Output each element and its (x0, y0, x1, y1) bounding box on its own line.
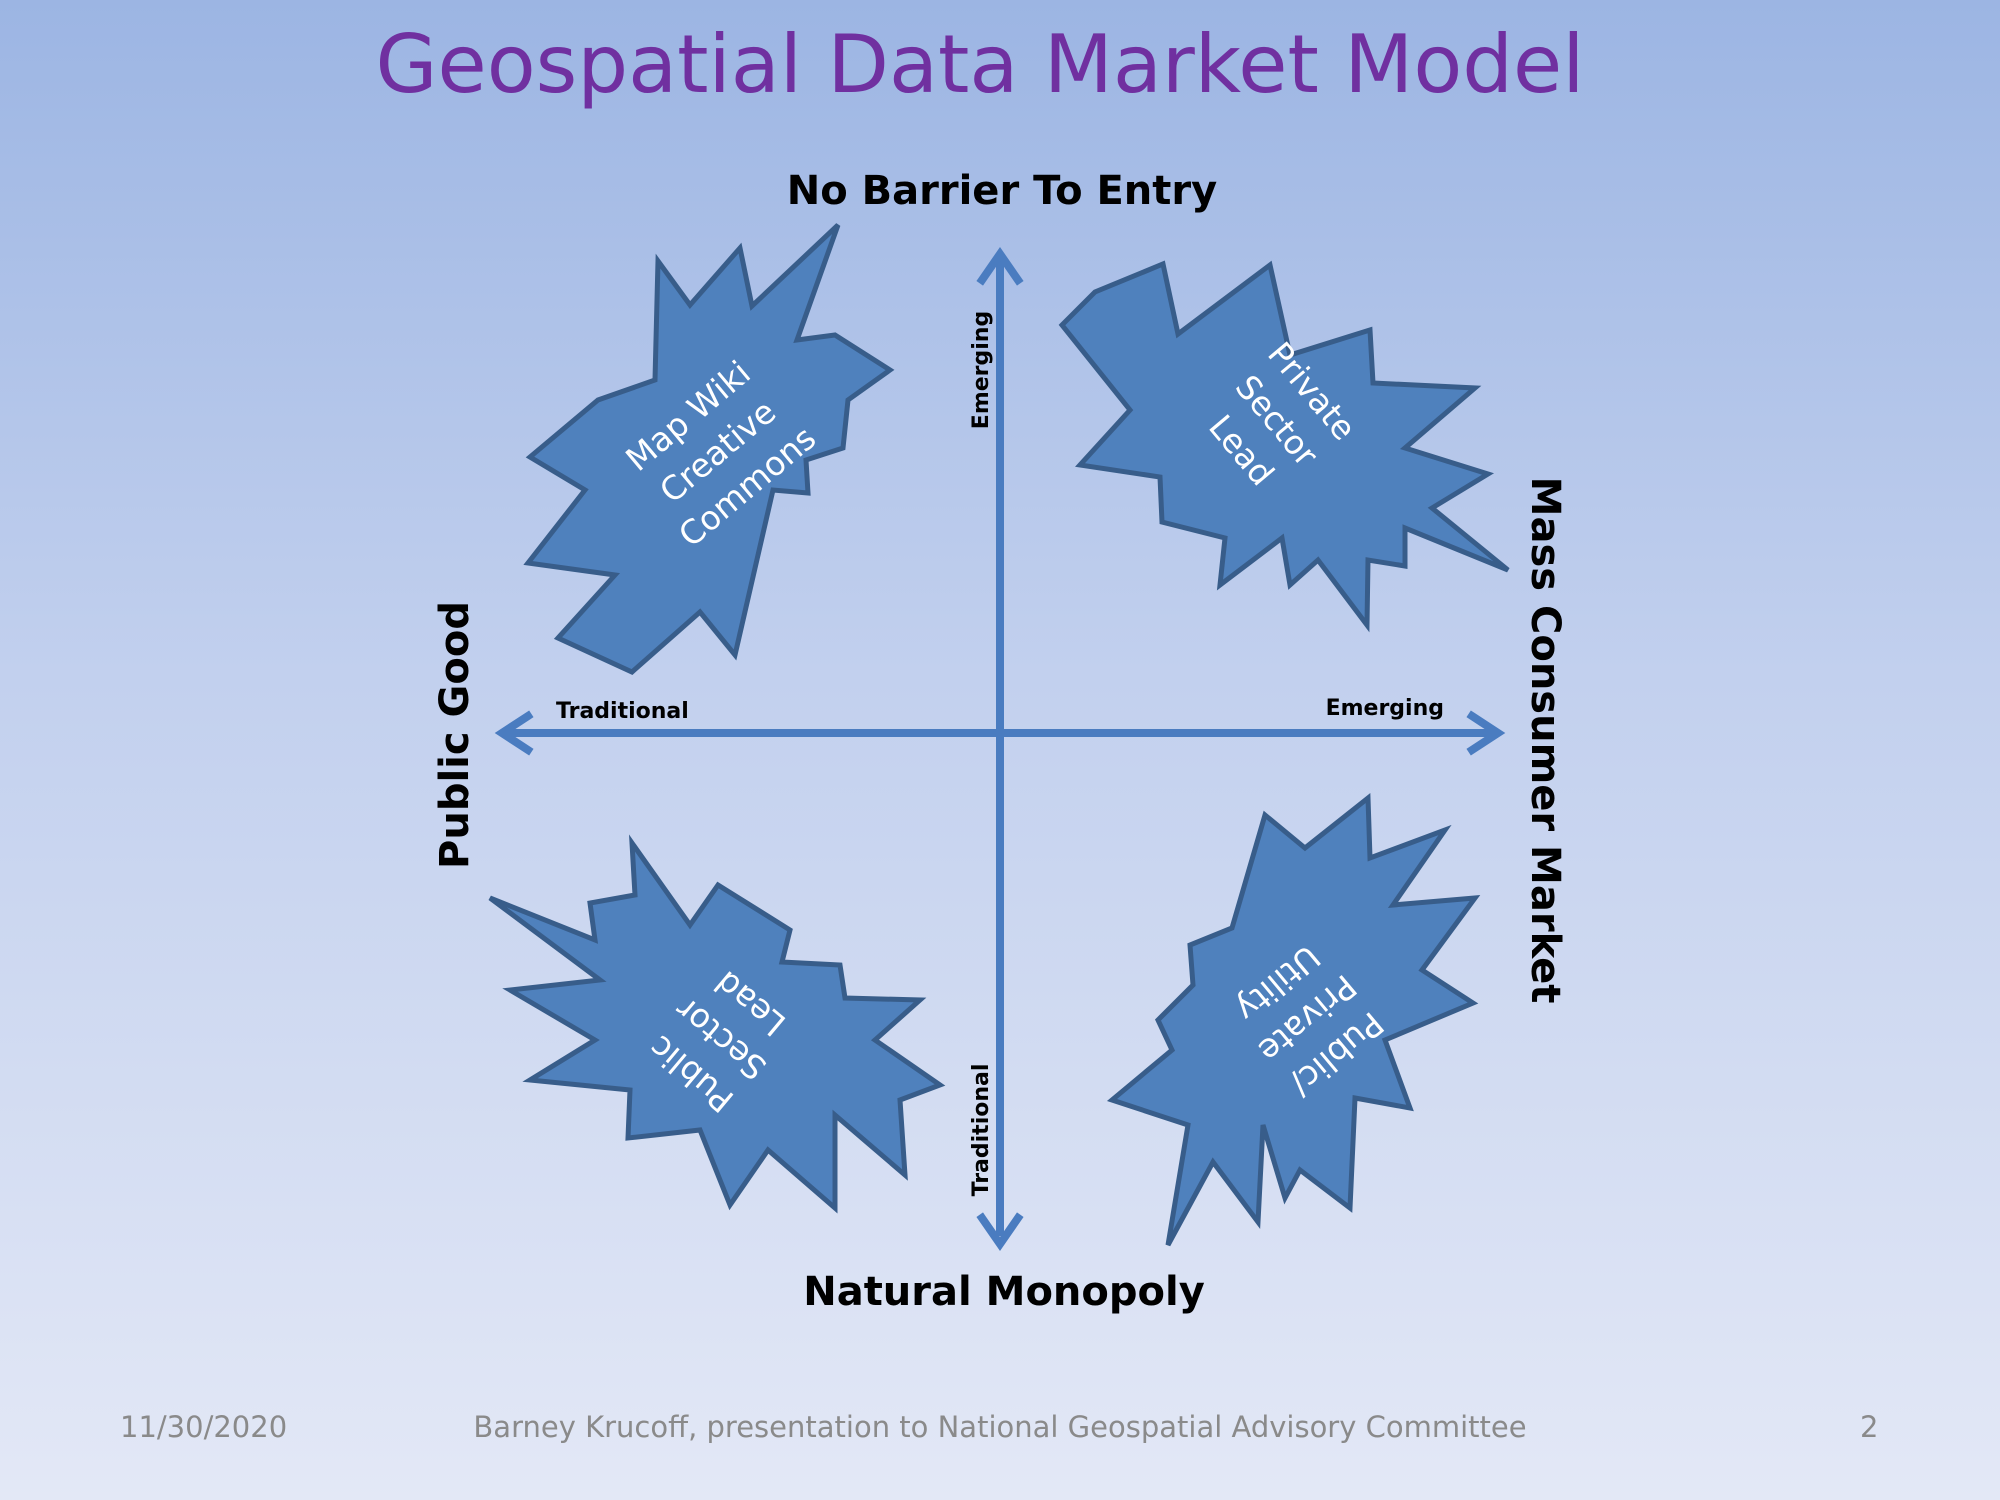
footer-date: 11/30/2020 (120, 1410, 288, 1444)
vertical-axis-top-arrowhead (976, 246, 1024, 286)
starburst-top-right: Private Sector Lead (1058, 260, 1510, 633)
starburst-shape (523, 223, 895, 675)
axis-label-left: Public Good (432, 601, 478, 869)
horizontal-right-tick-label: Emerging (1326, 696, 1444, 721)
starburst-shape (488, 834, 946, 1214)
slide-title: Geospatial Data Market Model (375, 18, 1585, 111)
axis-label-right: Mass Consumer Market (1522, 477, 1568, 1004)
axis-arrows (494, 246, 1506, 1252)
starburst-bottom-right: Public/ Private Utility (1106, 792, 1481, 1247)
horizontal-axis-right-arrowhead (1466, 710, 1506, 756)
horizontal-left-tick-label: Traditional (556, 699, 689, 724)
starburst-bottom-left: Public Sector Lead (488, 834, 946, 1214)
axis-label-top: No Barrier To Entry (787, 168, 1217, 214)
starburst-top-left: Map Wiki Creative Commons (523, 223, 895, 675)
axis-label-bottom: Natural Monopoly (803, 1269, 1205, 1315)
footer-credit: Barney Krucoff, presentation to National… (473, 1410, 1527, 1444)
horizontal-axis-left-arrowhead (494, 710, 534, 756)
vertical-top-tick-label: Emerging (969, 311, 994, 429)
footer-page-number: 2 (1860, 1410, 1879, 1444)
vertical-bottom-tick-label: Traditional (969, 1064, 994, 1197)
vertical-axis-bottom-arrowhead (976, 1212, 1024, 1252)
starburst-shape (1058, 260, 1510, 633)
starburst-shape (1106, 792, 1481, 1247)
